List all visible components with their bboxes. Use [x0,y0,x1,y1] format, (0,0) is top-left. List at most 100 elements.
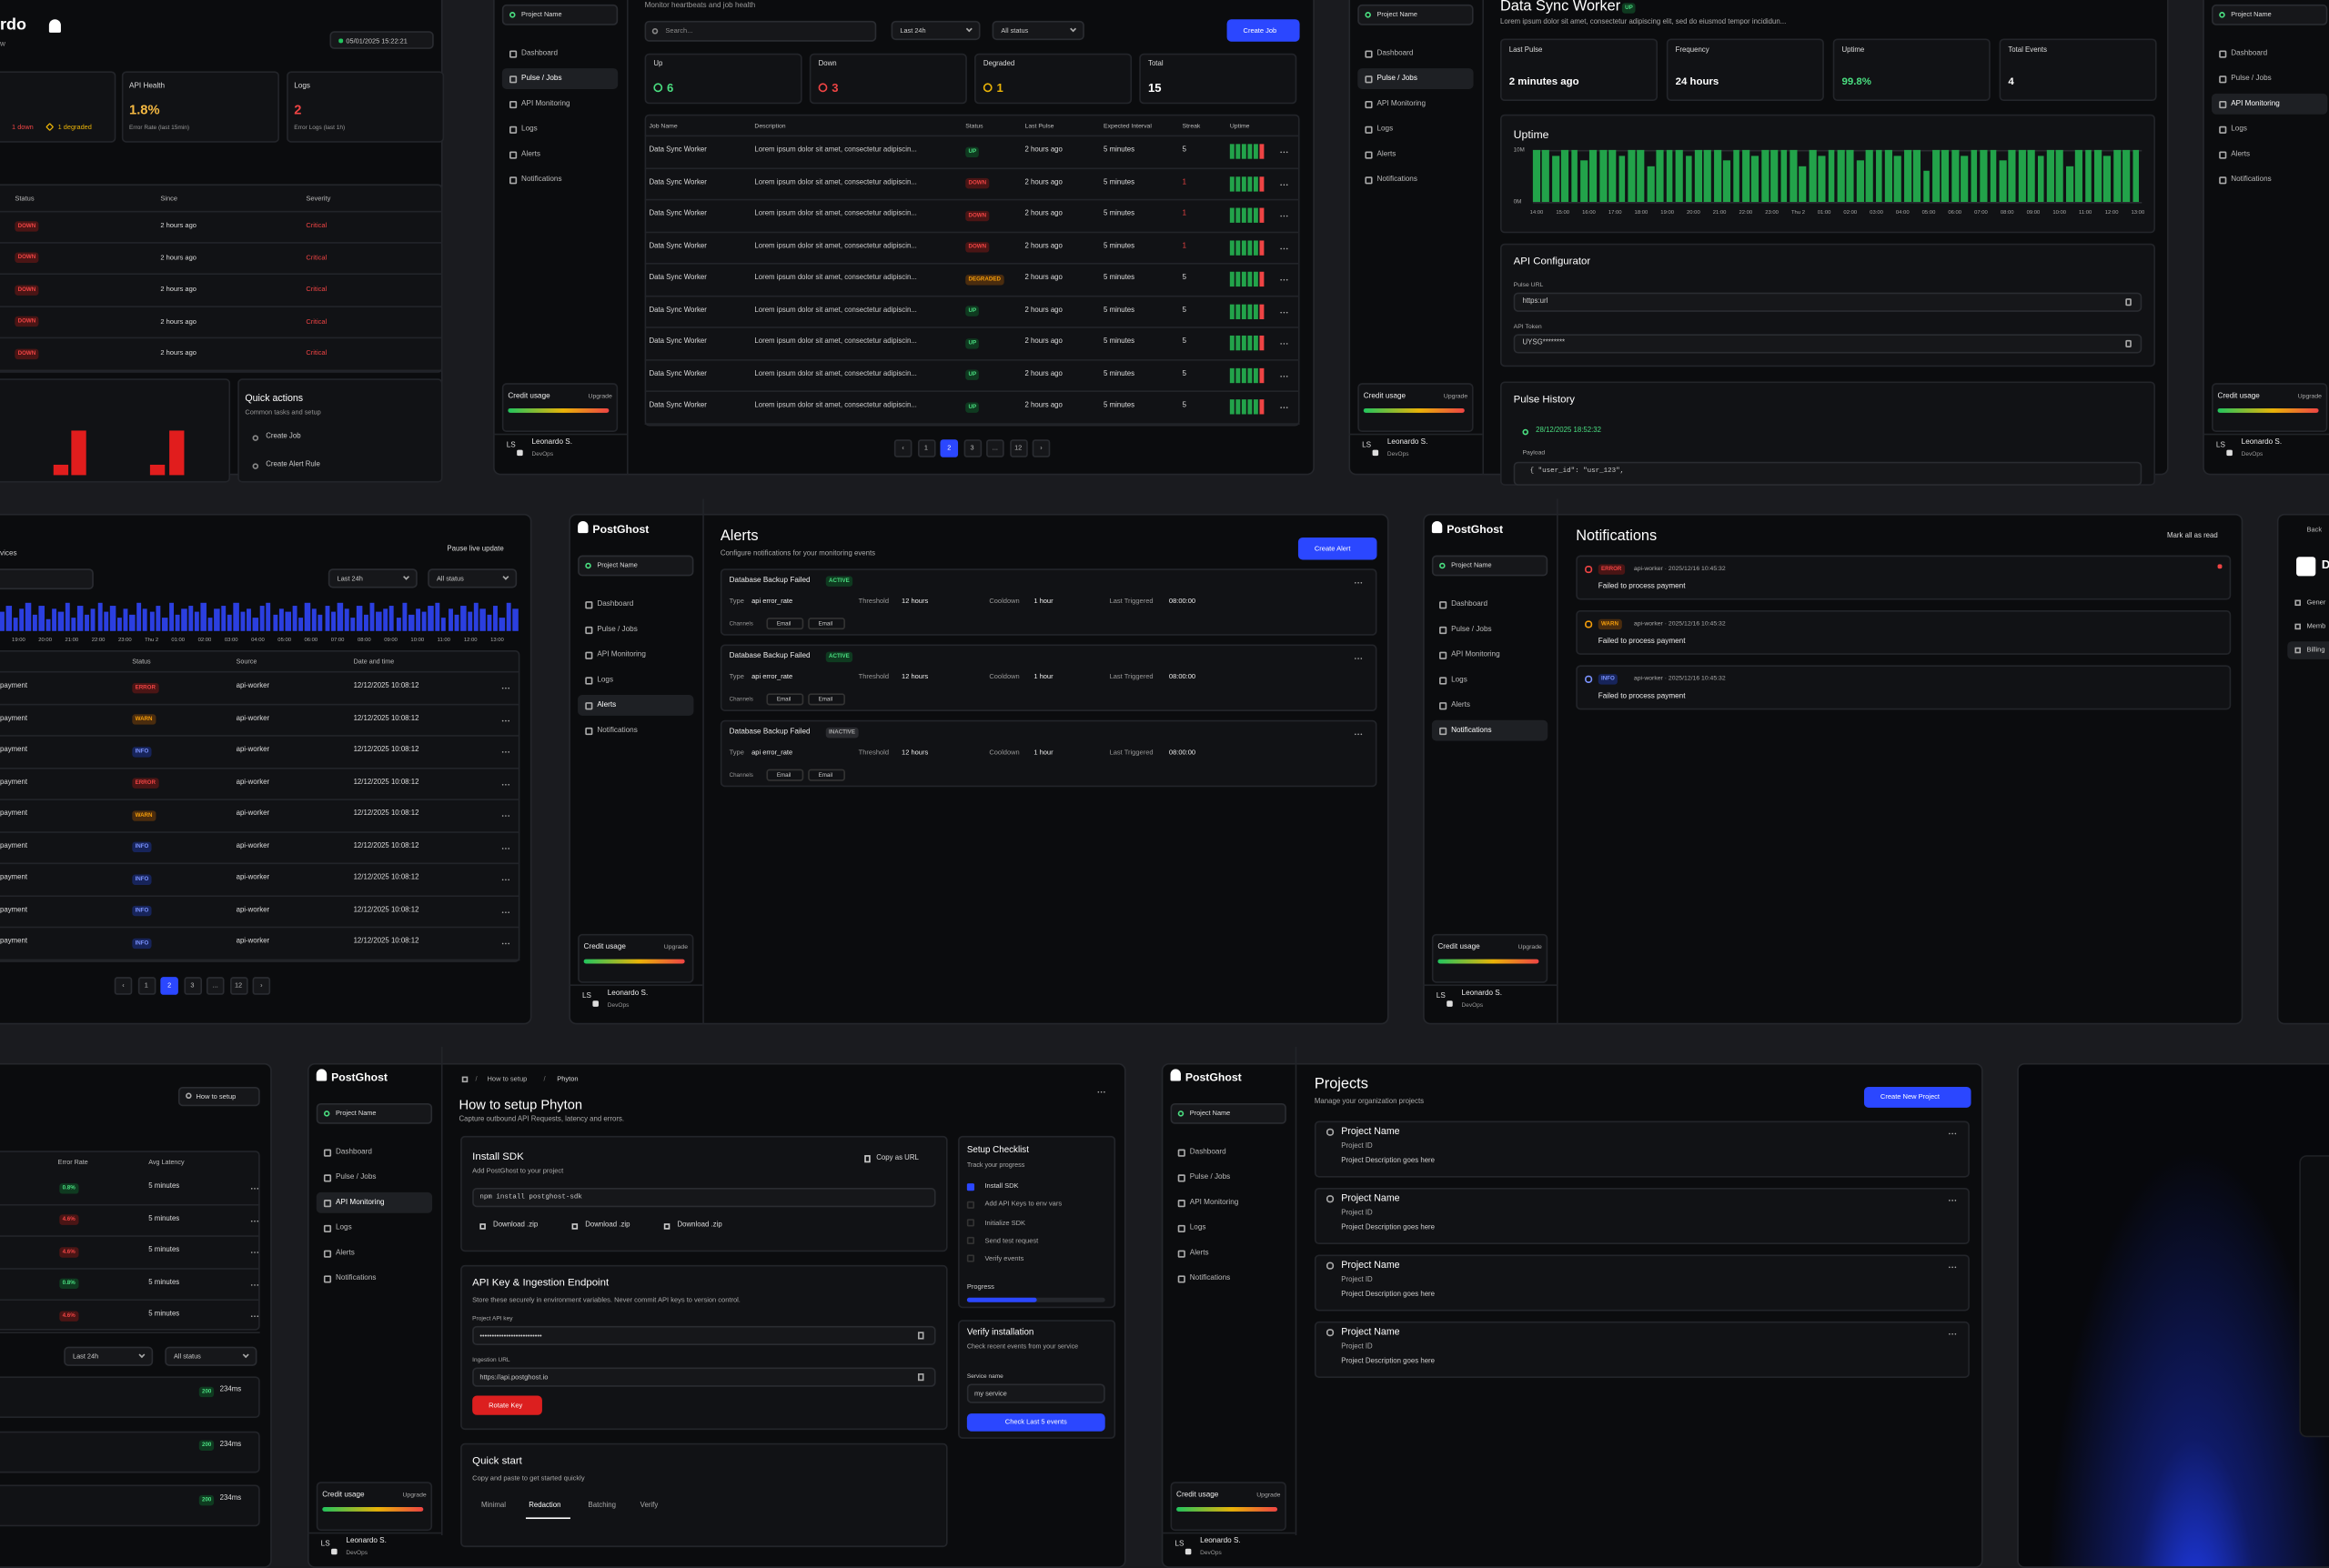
more-icon[interactable] [254,1220,256,1221]
nav-item[interactable]: API Monitoring [1376,99,1427,109]
more-icon[interactable] [501,783,504,785]
more-icon[interactable] [1285,343,1288,345]
more-icon[interactable] [1280,183,1282,186]
nav-item[interactable]: Dashboard [597,599,634,609]
page-button[interactable] [160,977,178,995]
nav-item[interactable]: Dashboard [1189,1147,1226,1157]
more-icon[interactable] [505,751,507,753]
nav-item[interactable]: Pulse / Jobs [1189,1172,1231,1182]
more-icon[interactable] [1285,215,1288,217]
page-button[interactable] [940,439,959,457]
more-icon[interactable] [501,942,504,945]
more-icon[interactable] [505,719,507,721]
more-icon[interactable] [1097,1091,1100,1093]
nav-item[interactable]: Alerts [1189,1248,1209,1258]
button[interactable] [1297,537,1377,560]
more-icon[interactable] [1283,407,1285,408]
nav-item[interactable]: Pulse / Jobs [521,74,562,84]
more-icon[interactable] [501,719,504,721]
more-icon[interactable] [501,687,504,689]
more-icon[interactable] [508,719,509,721]
more-icon[interactable] [505,815,507,817]
quick-action[interactable]: Create Alert Rule [266,461,320,470]
more-icon[interactable] [250,1220,253,1221]
more-icon[interactable] [1951,1266,1953,1269]
filter[interactable] [992,20,1084,41]
more-icon[interactable] [505,687,507,689]
more-icon[interactable] [508,910,509,913]
more-icon[interactable] [1280,407,1282,408]
more-icon[interactable] [1954,1266,1957,1269]
search-box[interactable] [644,20,877,42]
notification-card[interactable] [1576,555,2232,600]
more-icon[interactable] [1949,1132,1951,1135]
more-icon[interactable] [1280,151,1282,154]
more-icon[interactable] [508,751,509,753]
nav-item[interactable]: Logs [2231,125,2247,134]
nav-item[interactable]: Notifications [521,175,562,185]
breadcrumb[interactable]: How to setup [487,1075,528,1083]
job-name[interactable]: Data Sync Worker [649,210,707,219]
more-icon[interactable] [505,783,507,785]
nav-item[interactable]: Dashboard [521,48,559,58]
nav-item[interactable]: API Monitoring [335,1198,385,1208]
more-icon[interactable] [1100,1091,1103,1093]
nav-item[interactable]: Dashboard [1376,48,1414,58]
more-icon[interactable] [505,847,507,849]
project-card[interactable] [1314,1188,1970,1245]
copy-icon[interactable] [917,1332,924,1340]
more-icon[interactable] [1280,246,1282,249]
more-icon[interactable] [1285,407,1288,408]
job-name[interactable]: Data Sync Worker [649,146,707,155]
upgrade-link[interactable]: Upgrade [588,392,612,400]
more-icon[interactable] [257,1188,259,1190]
button[interactable] [1226,19,1300,42]
more-icon[interactable] [1357,581,1359,584]
nav-item[interactable]: Pulse / Jobs [597,625,638,635]
more-icon[interactable] [1285,151,1288,154]
more-icon[interactable] [1949,1332,1951,1335]
more-icon[interactable] [501,751,504,753]
more-icon[interactable] [501,815,504,817]
filter[interactable] [891,20,981,41]
settings-nav[interactable]: Gener [2306,598,2326,607]
job-name[interactable]: Data Sync Worker [649,178,707,187]
filter[interactable] [165,1346,257,1366]
job-name[interactable]: Data Sync Worker [649,243,707,251]
nav-item[interactable]: API Monitoring [521,99,570,109]
more-icon[interactable] [1354,733,1356,736]
more-icon[interactable] [1283,246,1285,249]
nav-item[interactable]: Pulse / Jobs [1376,74,1417,84]
more-icon[interactable] [1283,183,1285,186]
more-icon[interactable] [1280,278,1282,281]
more-icon[interactable] [1280,215,1282,217]
page-button[interactable] [1009,439,1027,457]
nav-item[interactable]: Notifications [1376,175,1417,185]
more-icon[interactable] [1283,215,1285,217]
nav-item[interactable]: Dashboard [335,1147,372,1157]
copy-icon[interactable] [917,1373,924,1382]
upgrade-link[interactable]: Upgrade [663,943,689,951]
nav-item[interactable]: Notifications [1451,726,1492,736]
page-button[interactable] [893,439,912,457]
more-icon[interactable] [254,1251,256,1253]
checkbox[interactable] [966,1182,975,1191]
more-icon[interactable] [1280,375,1282,377]
more-icon[interactable] [1285,311,1288,313]
more-icon[interactable] [1357,733,1359,736]
project-card[interactable] [1314,1121,1970,1178]
more-icon[interactable] [1954,1132,1957,1135]
page-button[interactable] [917,439,935,457]
more-icon[interactable] [1951,1132,1953,1135]
more-icon[interactable] [257,1220,259,1221]
nav-item[interactable]: Pulse / Jobs [335,1172,377,1182]
nav-item[interactable]: Logs [1189,1223,1206,1232]
nav-item[interactable]: Dashboard [2231,48,2268,58]
more-icon[interactable] [1951,1200,1953,1201]
nav-item[interactable]: API Monitoring [2231,99,2280,109]
job-name[interactable]: Data Sync Worker [649,402,707,410]
project-select[interactable] [501,4,619,25]
notification-card[interactable] [1576,665,2232,710]
upgrade-link[interactable]: Upgrade [1517,943,1542,951]
more-icon[interactable] [508,783,509,785]
